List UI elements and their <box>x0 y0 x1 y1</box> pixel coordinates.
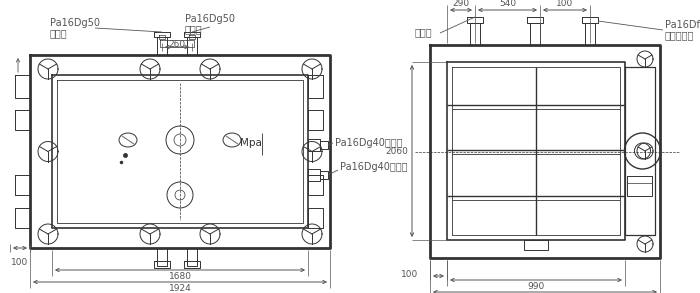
Text: Mpa: Mpa <box>240 138 262 148</box>
Text: 1924: 1924 <box>169 284 191 293</box>
Text: 消毒口: 消毒口 <box>185 24 202 34</box>
Text: 100: 100 <box>556 0 573 8</box>
Text: 540: 540 <box>499 0 516 8</box>
Text: 260: 260 <box>169 40 186 49</box>
Text: 1680: 1680 <box>169 272 192 281</box>
Text: 100: 100 <box>11 258 29 267</box>
Text: 安全閥: 安全閥 <box>415 27 433 37</box>
Text: 290: 290 <box>452 0 470 8</box>
Text: Pa16Dg50: Pa16Dg50 <box>185 14 235 24</box>
Text: 2060: 2060 <box>385 146 408 156</box>
Text: 排氣口: 排氣口 <box>50 28 68 38</box>
Text: Pa16Dg50: Pa16Dg50 <box>50 18 100 28</box>
Text: Pa16Dg40排污口: Pa16Dg40排污口 <box>335 138 402 148</box>
Text: Pa16Df40: Pa16Df40 <box>665 20 700 30</box>
Text: Pa16Dg40疏水口: Pa16Dg40疏水口 <box>340 162 407 172</box>
Text: 100: 100 <box>400 270 418 279</box>
Text: 蒸汽進氣口: 蒸汽進氣口 <box>665 30 694 40</box>
Text: 990: 990 <box>527 282 545 291</box>
